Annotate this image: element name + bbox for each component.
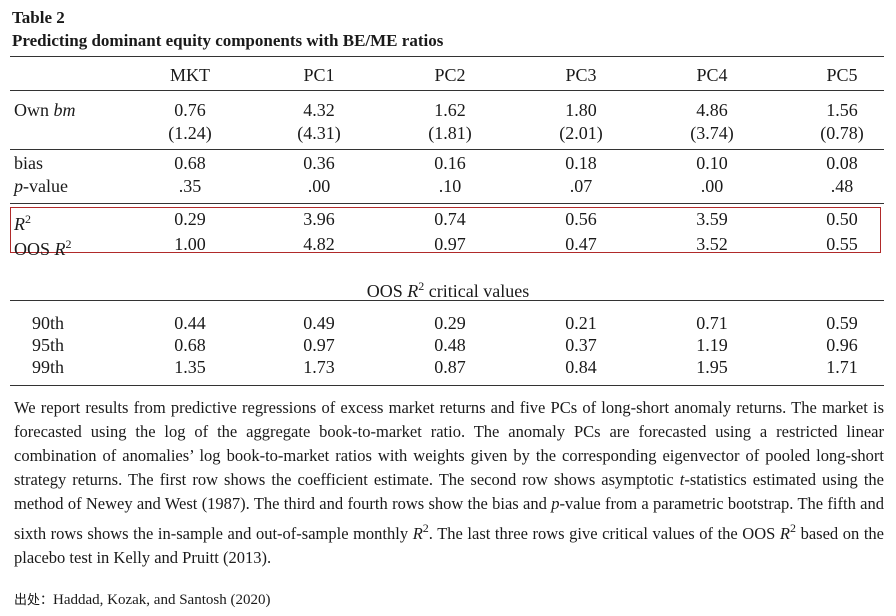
cv-99-mkt: 1.35	[174, 357, 206, 377]
cv-95-pc2: 0.48	[434, 335, 466, 355]
own-bm-tstat-pc2: (1.81)	[428, 123, 472, 143]
oos-r2-pc3: 0.47	[565, 234, 597, 254]
own-bm-tstat-mkt: (1.24)	[168, 123, 212, 143]
r2-highlight-box	[10, 207, 881, 253]
col-header-pc4: PC4	[696, 65, 728, 85]
r2-mkt: 0.29	[174, 209, 206, 229]
cv-99-pc5: 1.71	[826, 357, 858, 377]
own-bm-coef-pc5: 1.56	[826, 100, 858, 120]
bias-pc2: 0.16	[434, 153, 466, 173]
p-value-pc2: .10	[438, 176, 462, 196]
r2-pc3: 0.56	[565, 209, 597, 229]
p-value-pc5: .48	[830, 176, 854, 196]
p-value-pc3: .07	[569, 176, 593, 196]
own-bm-coef-mkt: 0.76	[174, 100, 206, 120]
cv-99-pc3: 0.84	[565, 357, 597, 377]
oos-r2-pc2: 0.97	[434, 234, 466, 254]
col-header-pc2: PC2	[434, 65, 466, 85]
p-value-pc4: .00	[700, 176, 724, 196]
col-header-pc1: PC1	[303, 65, 335, 85]
cv-99-pc1: 1.73	[303, 357, 335, 377]
cv-90-pc3: 0.21	[565, 313, 597, 333]
r2-pc4: 3.59	[696, 209, 728, 229]
row-label-own-bm: Own bm	[14, 100, 76, 120]
oos-r2-pc4: 3.52	[696, 234, 728, 254]
critical-values-heading: OOS R2 critical values	[366, 279, 530, 301]
own-bm-coef-pc4: 4.86	[696, 100, 728, 120]
own-bm-tstat-pc3: (2.01)	[559, 123, 603, 143]
rule-after-bootstrap	[10, 203, 884, 204]
p-value-pc1: .00	[307, 176, 331, 196]
own-bm-coef-pc1: 4.32	[303, 100, 335, 120]
cv-90-pc1: 0.49	[303, 313, 335, 333]
bias-pc3: 0.18	[565, 153, 597, 173]
oos-r2-mkt: 1.00	[174, 234, 206, 254]
cv-90-pc2: 0.29	[434, 313, 466, 333]
source-text: Haddad, Kozak, and Santosh (2020)	[53, 592, 271, 608]
row-label-99th: 99th	[32, 357, 65, 377]
cv-95-mkt: 0.68	[174, 335, 206, 355]
table-label: Table 2	[12, 8, 65, 27]
cv-99-pc4: 1.95	[696, 357, 728, 377]
col-header-mkt: MKT	[170, 65, 210, 85]
bottom-rule	[10, 385, 884, 386]
own-bm-coef-pc2: 1.62	[434, 100, 466, 120]
source-label: 出处：	[14, 593, 54, 608]
r2-pc1: 3.96	[303, 209, 335, 229]
own-bm-tstat-pc5: (0.78)	[820, 123, 864, 143]
bias-pc4: 0.10	[696, 153, 728, 173]
col-header-pc3: PC3	[565, 65, 597, 85]
cv-99-pc2: 0.87	[434, 357, 466, 377]
own-bm-tstat-pc4: (3.74)	[690, 123, 734, 143]
bias-pc1: 0.36	[303, 153, 335, 173]
row-label-90th: 90th	[32, 313, 65, 333]
row-label-95th: 95th	[32, 335, 65, 355]
cv-95-pc3: 0.37	[565, 335, 597, 355]
table-note: We report results from predictive regres…	[14, 398, 885, 567]
cv-90-pc4: 0.71	[696, 313, 728, 333]
header-rule	[10, 90, 884, 91]
table-caption: Predicting dominant equity components wi…	[12, 31, 444, 50]
bias-pc5: 0.08	[826, 153, 858, 173]
r2-pc2: 0.74	[434, 209, 466, 229]
row-label-p-value: p-value	[14, 176, 68, 196]
p-value-mkt: .35	[178, 176, 202, 196]
cv-95-pc5: 0.96	[826, 335, 858, 355]
cv-90-pc5: 0.59	[826, 313, 858, 333]
row-label-bias: bias	[14, 153, 43, 173]
bias-mkt: 0.68	[174, 153, 206, 173]
r2-pc5: 0.50	[826, 209, 858, 229]
oos-r2-pc5: 0.55	[826, 234, 858, 254]
col-header-pc5: PC5	[826, 65, 858, 85]
rule-after-own-bm	[10, 149, 884, 150]
cv-95-pc4: 1.19	[696, 335, 728, 355]
own-bm-tstat-pc1: (4.31)	[297, 123, 341, 143]
source-citation: 出处：Haddad, Kozak, and Santosh (2020)	[14, 589, 270, 609]
cv-95-pc1: 0.97	[303, 335, 335, 355]
cv-90-mkt: 0.44	[174, 313, 206, 333]
own-bm-coef-pc3: 1.80	[565, 100, 597, 120]
row-label-oos-r2: OOS R2	[14, 237, 72, 259]
oos-r2-pc1: 4.82	[303, 234, 335, 254]
top-rule	[10, 56, 884, 57]
row-label-r2: R2	[14, 212, 31, 234]
rule-after-critical-heading	[10, 300, 884, 301]
